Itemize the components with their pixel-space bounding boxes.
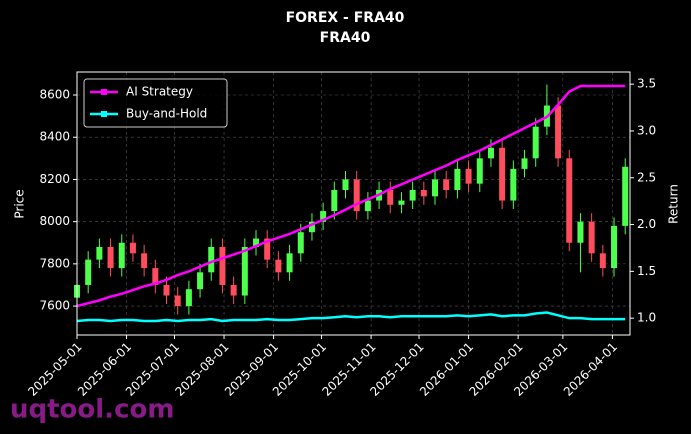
candle-body (208, 246, 215, 273)
candle-body (521, 158, 528, 169)
candle-body (85, 259, 92, 285)
candle-body (107, 246, 114, 269)
candle-body (364, 200, 371, 212)
candle-body (566, 158, 573, 243)
candle-body (465, 168, 472, 184)
candle-body (197, 272, 204, 290)
candle-body (398, 200, 405, 205)
y2-tick-label: 3.0 (637, 123, 656, 137)
candle-body (611, 225, 618, 269)
candle-body (342, 179, 349, 190)
candle-body (599, 253, 606, 269)
legend-marker (101, 89, 107, 95)
series-line (76, 84, 626, 308)
candle-body (420, 189, 427, 197)
candle-body (588, 221, 595, 254)
y2-tick-label: 2.0 (637, 217, 656, 231)
y-tick-label: 8200 (39, 172, 70, 186)
candle-body (174, 295, 181, 307)
y2-tick-label: 2.5 (637, 170, 656, 184)
legend-marker (101, 111, 107, 117)
candle-body (275, 259, 282, 273)
legend-box (83, 78, 228, 128)
candle-body (163, 284, 170, 296)
candle-body (320, 211, 327, 222)
legend-label: AI Strategy (126, 85, 193, 99)
candle-body (353, 179, 360, 212)
chart-subtitle: FRA40 (320, 30, 371, 46)
candle-body (532, 126, 539, 159)
watermark: uqtool.com (10, 395, 174, 425)
y-tick-label: 8000 (39, 214, 70, 228)
y-tick-label: 7600 (39, 299, 70, 313)
y2-axis-label: Return (667, 184, 681, 224)
candle-body (141, 253, 148, 269)
y-tick-label: 8600 (39, 88, 70, 102)
candle-body (308, 221, 315, 233)
candle-body (152, 268, 159, 285)
candle-body (118, 242, 125, 269)
candle-body (264, 238, 271, 260)
candle-body (297, 232, 304, 254)
candle-body (499, 147, 506, 201)
legend-label: Buy-and-Hold (126, 107, 207, 121)
candle-body (387, 189, 394, 205)
candle-body (555, 105, 562, 159)
series-line (76, 311, 626, 323)
y2-tick-label: 1.0 (637, 311, 656, 325)
candle-body (622, 166, 629, 226)
candle-body (253, 238, 260, 247)
candle-body (454, 168, 461, 190)
y-tick-label: 7800 (39, 256, 70, 270)
y2-tick-label: 1.5 (637, 264, 656, 278)
candle-body (476, 158, 483, 184)
candle-body (241, 246, 248, 296)
candle-body (219, 246, 226, 285)
plot-frame (76, 71, 631, 336)
chart-title: FOREX - FRA40 (286, 10, 405, 26)
y-axis-label: Price (13, 189, 27, 218)
candle-body (230, 284, 237, 296)
y-tick-label: 8400 (39, 130, 70, 144)
candle-body (577, 221, 584, 243)
candle-body (185, 289, 192, 307)
candle-body (331, 189, 338, 212)
candle-body (286, 253, 293, 273)
x-tick-label: 2026-04-01 (561, 340, 620, 399)
candle-body (432, 179, 439, 197)
candle-body (487, 147, 494, 159)
y2-tick-label: 3.5 (637, 77, 656, 91)
candle-body (443, 179, 450, 190)
candle-body (96, 246, 103, 260)
candle-body (510, 168, 517, 201)
candle-body (409, 189, 416, 201)
candle-body (129, 242, 136, 254)
